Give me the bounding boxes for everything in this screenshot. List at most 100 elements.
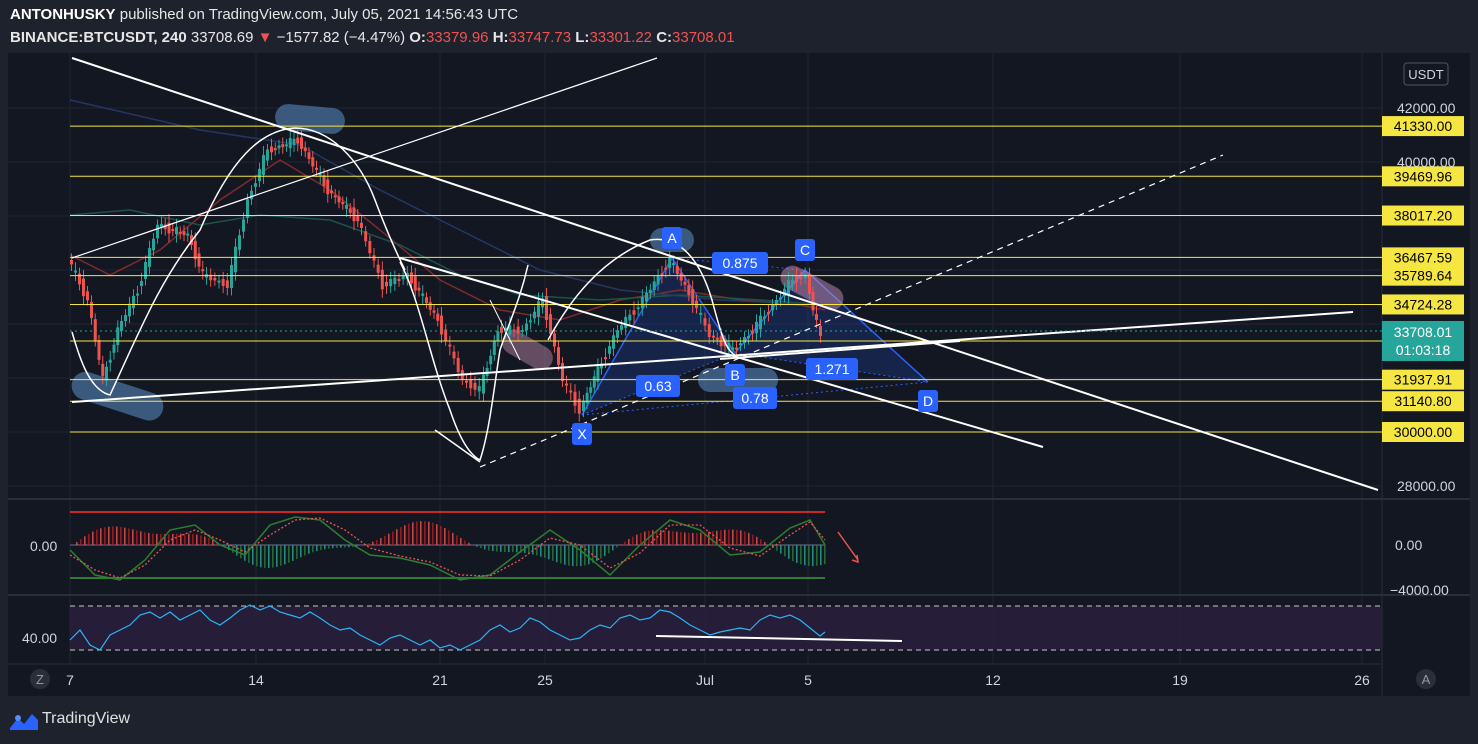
- candle-185[interactable]: [799, 277, 803, 280]
- candle-143[interactable]: [632, 310, 636, 315]
- level-badge-4[interactable]: [1382, 265, 1464, 286]
- candle-115[interactable]: [520, 329, 524, 332]
- candle-12[interactable]: [116, 327, 120, 346]
- candle-10[interactable]: [108, 359, 112, 363]
- candle-167[interactable]: [727, 342, 731, 350]
- candle-141[interactable]: [624, 316, 628, 329]
- candle-61[interactable]: [307, 152, 311, 159]
- point-x[interactable]: [572, 423, 592, 445]
- candle-91[interactable]: [425, 297, 428, 304]
- candle-110[interactable]: [500, 327, 503, 333]
- candle-66[interactable]: [326, 179, 330, 195]
- candle-38[interactable]: [217, 280, 221, 283]
- candle-175[interactable]: [759, 315, 762, 330]
- candle-182[interactable]: [787, 280, 790, 295]
- candle-118[interactable]: [533, 311, 536, 319]
- candle-72[interactable]: [348, 208, 352, 213]
- candle-51[interactable]: [270, 146, 273, 153]
- candle-18[interactable]: [140, 280, 143, 287]
- candle-73[interactable]: [352, 207, 356, 222]
- candle-97[interactable]: [448, 344, 452, 347]
- candle-89[interactable]: [417, 287, 421, 291]
- candle-85[interactable]: [401, 275, 405, 280]
- level-badge-3[interactable]: [1382, 247, 1464, 268]
- author-name[interactable]: ANTONHUSKY: [10, 6, 116, 23]
- candle-27[interactable]: [175, 227, 178, 235]
- candle-139[interactable]: [616, 330, 619, 338]
- candle-152[interactable]: [668, 257, 672, 269]
- candle-188[interactable]: [811, 292, 815, 311]
- candle-24[interactable]: [163, 224, 167, 230]
- candle-154[interactable]: [675, 265, 679, 275]
- candle-49[interactable]: [262, 155, 265, 175]
- candle-107[interactable]: [489, 355, 493, 365]
- candle-82[interactable]: [389, 278, 393, 287]
- candle-151[interactable]: [664, 267, 668, 270]
- candle-56[interactable]: [288, 138, 292, 149]
- candle-160[interactable]: [699, 312, 703, 315]
- candle-13[interactable]: [120, 321, 123, 331]
- candle-39[interactable]: [221, 278, 225, 287]
- candle-133[interactable]: [592, 376, 596, 388]
- candle-147[interactable]: [648, 289, 652, 294]
- candle-21[interactable]: [152, 238, 155, 251]
- candle-101[interactable]: [465, 380, 468, 383]
- harmonic-labels[interactable]: X A B C D 0.875 0.63 0.78 1.271: [572, 227, 938, 445]
- point-b[interactable]: [725, 364, 745, 386]
- candle-183[interactable]: [791, 279, 794, 286]
- candle-19[interactable]: [144, 262, 147, 279]
- candle-173[interactable]: [751, 331, 754, 334]
- candle-108[interactable]: [492, 341, 496, 355]
- candle-9[interactable]: [105, 366, 108, 381]
- candle-157[interactable]: [687, 285, 691, 295]
- candle-142[interactable]: [628, 314, 632, 321]
- candle-176[interactable]: [763, 316, 766, 319]
- candle-172[interactable]: [747, 335, 750, 338]
- candle-149[interactable]: [656, 275, 660, 285]
- candle-128[interactable]: [573, 391, 577, 406]
- candle-131[interactable]: [585, 392, 589, 404]
- candle-98[interactable]: [452, 351, 456, 359]
- upper-uptrend-line[interactable]: [71, 57, 658, 259]
- candle-40[interactable]: [225, 280, 229, 288]
- candle-59[interactable]: [300, 137, 303, 149]
- candle-4[interactable]: [86, 291, 89, 301]
- candle-184[interactable]: [795, 275, 798, 283]
- candle-117[interactable]: [529, 320, 532, 323]
- candle-74[interactable]: [356, 215, 360, 222]
- candle-171[interactable]: [743, 337, 746, 343]
- candle-53[interactable]: [277, 145, 281, 149]
- candle-88[interactable]: [413, 276, 417, 291]
- candle-90[interactable]: [421, 293, 425, 296]
- candle-177[interactable]: [767, 311, 770, 314]
- candle-79[interactable]: [376, 264, 380, 273]
- candle-25[interactable]: [167, 222, 171, 234]
- candle-156[interactable]: [683, 281, 687, 285]
- candle-80[interactable]: [380, 269, 384, 290]
- candle-126[interactable]: [565, 383, 568, 386]
- candle-29[interactable]: [182, 231, 186, 236]
- candle-3[interactable]: [82, 278, 85, 297]
- candle-77[interactable]: [368, 241, 372, 254]
- candle-164[interactable]: [715, 337, 719, 340]
- candle-148[interactable]: [652, 281, 656, 291]
- candle-68[interactable]: [333, 195, 337, 198]
- lower-downtrend-line[interactable]: [399, 257, 1044, 448]
- level-badge-9[interactable]: [1382, 422, 1464, 442]
- ratio-badge-2[interactable]: [733, 387, 777, 409]
- candle-32[interactable]: [193, 240, 197, 260]
- ratio-badge-1[interactable]: [636, 375, 680, 397]
- candle-54[interactable]: [281, 144, 285, 148]
- candle-125[interactable]: [561, 362, 564, 382]
- current-price-badge[interactable]: [1382, 321, 1464, 361]
- price-axis[interactable]: 41330.00 39469.96 38017.20 36467.59 35789.64…: [22, 62, 1464, 646]
- tradingview-brand[interactable]: TradingView: [42, 710, 131, 727]
- candle-69[interactable]: [337, 196, 341, 203]
- ratio-badge-0[interactable]: [712, 252, 768, 274]
- candle-178[interactable]: [771, 304, 774, 311]
- candle-81[interactable]: [385, 281, 388, 287]
- candle-112[interactable]: [508, 325, 512, 335]
- candle-2[interactable]: [78, 273, 81, 285]
- candle-103[interactable]: [473, 382, 477, 390]
